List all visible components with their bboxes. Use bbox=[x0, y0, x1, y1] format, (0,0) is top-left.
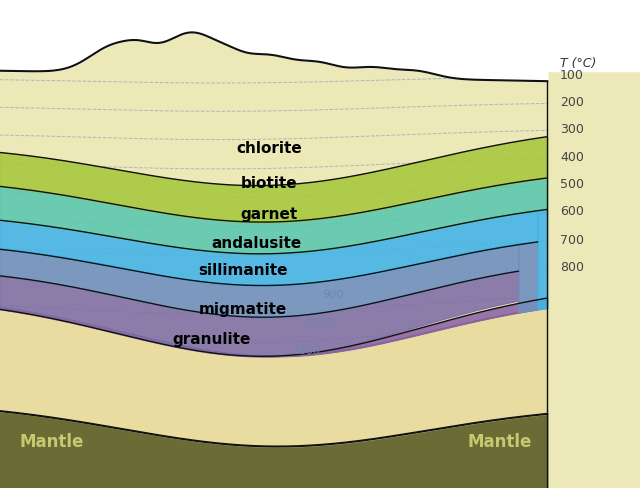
Text: 200: 200 bbox=[560, 96, 584, 109]
Text: 600: 600 bbox=[560, 205, 584, 218]
Text: 1000: 1000 bbox=[306, 318, 334, 328]
Text: Mantle: Mantle bbox=[19, 433, 83, 450]
Text: migmatite: migmatite bbox=[199, 303, 287, 317]
Text: andalusite: andalusite bbox=[211, 237, 301, 251]
Text: 700: 700 bbox=[560, 234, 584, 246]
Text: 1100: 1100 bbox=[293, 346, 321, 356]
Text: 900: 900 bbox=[322, 290, 344, 300]
Text: chlorite: chlorite bbox=[236, 142, 301, 156]
Text: 300: 300 bbox=[560, 123, 584, 136]
Text: granulite: granulite bbox=[172, 332, 250, 346]
Text: garnet: garnet bbox=[240, 207, 298, 222]
Text: Mantle: Mantle bbox=[467, 433, 531, 450]
Text: 500: 500 bbox=[560, 178, 584, 191]
Text: biotite: biotite bbox=[241, 176, 297, 190]
Text: 100: 100 bbox=[560, 69, 584, 82]
Text: 800: 800 bbox=[560, 261, 584, 274]
Text: sillimanite: sillimanite bbox=[198, 264, 288, 278]
Text: T (°C): T (°C) bbox=[560, 57, 596, 70]
Text: 400: 400 bbox=[560, 151, 584, 163]
